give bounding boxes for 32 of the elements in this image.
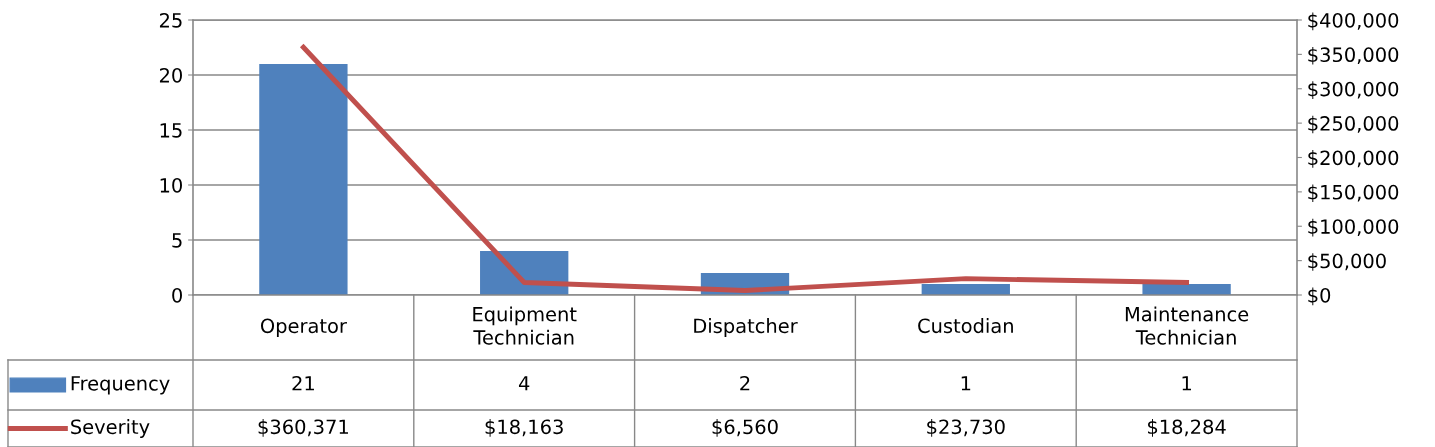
data-label: 21: [292, 375, 314, 391]
legend-label: Severity: [71, 419, 150, 438]
y-tick-label: 25: [159, 12, 182, 28]
y2-tick-label: $0: [1308, 287, 1331, 306]
data-label: 4: [518, 376, 530, 391]
y-tick-label: 0: [172, 287, 182, 303]
legend-label: Frequency: [71, 376, 170, 395]
x-tick-label: Maintenance Technician: [1125, 306, 1249, 345]
x-tick-label: Operator: [260, 318, 347, 337]
y2-tick-label: $50,000: [1308, 253, 1386, 271]
x-tick-label: Dispatcher: [694, 318, 798, 337]
data-label: 1: [1182, 376, 1191, 391]
data-label: $6,560: [712, 419, 778, 437]
data-label: $23,730: [927, 419, 1005, 437]
y-tick-label: 10: [160, 177, 182, 193]
y2-tick-label: $100,000: [1308, 218, 1399, 237]
y2-tick-label: $150,000: [1308, 184, 1399, 203]
data-label: $18,284: [1148, 419, 1226, 437]
data-label: $360,371: [258, 419, 348, 437]
y2-tick-label: $300,000: [1308, 81, 1399, 99]
y-tick-label: 5: [172, 233, 182, 248]
y2-tick-label: $200,000: [1308, 150, 1399, 168]
y2-tick-label: $250,000: [1308, 115, 1399, 134]
x-tick-label: Equipment Technician: [473, 306, 577, 345]
data-label: 1: [961, 376, 971, 391]
data-label: $18,163: [485, 419, 563, 437]
y2-tick-label: $350,000: [1308, 46, 1399, 65]
y2-tick-label: $400,000: [1308, 12, 1399, 31]
data-label: 2: [740, 375, 750, 391]
y-tick-label: 20: [159, 67, 182, 83]
y-tick-label: 15: [160, 123, 182, 138]
x-tick-label: Custodian: [918, 318, 1013, 334]
